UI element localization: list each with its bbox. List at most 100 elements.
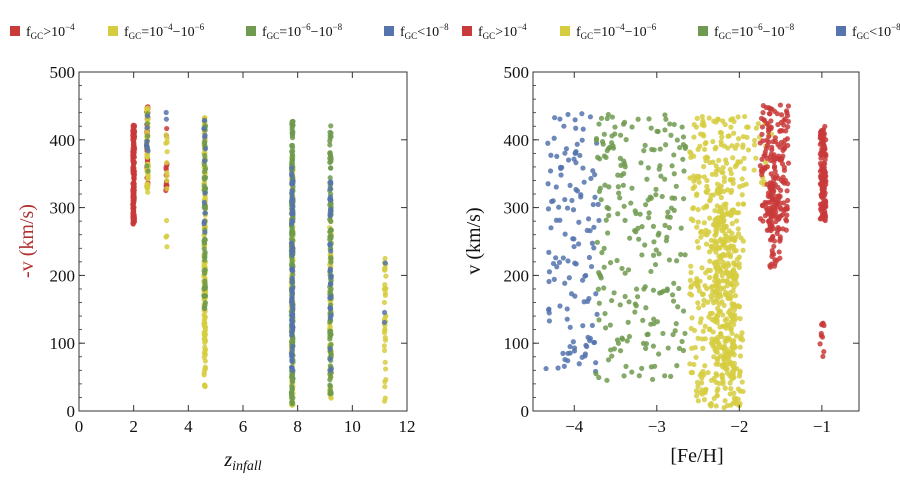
right-point-vlow — [564, 205, 571, 211]
right-point-low — [677, 144, 683, 151]
left-point-low — [328, 123, 334, 129]
right-point-mid — [730, 155, 736, 161]
left-point-vlow — [328, 248, 334, 254]
right-point-low — [633, 286, 640, 292]
right-point-low — [593, 371, 599, 377]
left-point-vlow — [201, 126, 207, 132]
right-point-low — [656, 251, 662, 257]
right-point-mid — [719, 134, 725, 140]
right-point-high — [821, 349, 827, 355]
right-point-high — [819, 166, 825, 172]
right-point-mid — [720, 165, 726, 171]
right-point-low — [622, 217, 628, 223]
right-point-low — [669, 195, 675, 201]
right-point-mid — [737, 344, 743, 350]
right-point-low — [598, 275, 604, 281]
right-point-mid — [705, 299, 711, 305]
right-point-vlow — [560, 350, 566, 356]
right-point-mid — [738, 235, 744, 241]
right-point-mid — [722, 364, 728, 370]
right-point-low — [662, 176, 668, 182]
right-point-mid — [703, 188, 709, 195]
left-y-tick-label: 500 — [50, 63, 76, 82]
left-point-vlow — [328, 179, 334, 185]
right-point-mid — [723, 205, 729, 211]
right-point-mid — [737, 316, 743, 322]
left-y-tick-label: 200 — [50, 266, 76, 285]
right-point-low — [660, 330, 666, 337]
left-point-low — [202, 176, 208, 182]
left-axis-ticks: 0 100 200 300 400 500 0 2 4 6 8 10 12 — [50, 63, 416, 436]
right-point-low — [641, 148, 647, 154]
right-point-mid — [739, 192, 745, 198]
left-point-low — [288, 236, 295, 242]
left-point-vlow — [328, 206, 334, 213]
right-point-mid — [688, 284, 694, 290]
right-point-mid — [702, 323, 708, 329]
right-point-mid — [723, 234, 729, 240]
right-point-low — [633, 303, 639, 309]
right-point-high — [765, 128, 772, 135]
right-point-low — [596, 300, 602, 306]
right-point-mid — [727, 166, 733, 173]
right-point-mid — [737, 184, 743, 190]
right-point-mid — [696, 305, 702, 311]
left-point-low — [289, 127, 295, 133]
left-y-tick-label: 0 — [67, 402, 76, 421]
right-point-mid — [731, 337, 737, 344]
left-point-low — [201, 169, 208, 175]
right-point-vlow — [590, 168, 596, 174]
right-point-high — [817, 341, 823, 347]
left-point-high — [131, 134, 138, 140]
left-point-vlow — [145, 148, 151, 154]
right-point-high — [773, 209, 779, 215]
right-point-vlow — [543, 365, 549, 372]
left-point-mid — [382, 328, 388, 334]
right-point-mid — [723, 160, 730, 166]
right-point-high — [773, 194, 779, 200]
right-point-vlow — [579, 137, 585, 143]
right-plot-frame — [532, 71, 860, 412]
left-point-vlow — [327, 268, 333, 274]
right-point-mid — [695, 219, 701, 225]
right-point-low — [681, 196, 687, 202]
right-point-low — [674, 363, 680, 369]
right-point-vlow — [588, 175, 594, 182]
left-point-vlow — [289, 324, 296, 330]
right-point-mid — [731, 284, 737, 290]
left-point-mid — [201, 331, 207, 337]
right-point-low — [626, 299, 632, 305]
right-point-mid — [721, 252, 728, 259]
right-point-mid — [698, 316, 704, 322]
right-point-high — [775, 121, 781, 128]
right-point-high — [777, 255, 783, 261]
right-point-low — [617, 302, 623, 308]
left-point-vlow — [289, 295, 295, 301]
right-point-high — [781, 200, 787, 206]
right-point-low — [615, 211, 621, 217]
left-point-vlow — [382, 260, 388, 266]
right-point-high — [819, 321, 825, 327]
left-x-tick-label: 10 — [344, 417, 361, 436]
right-point-mid — [710, 329, 716, 335]
left-point-low — [327, 330, 333, 336]
right-point-vlow — [564, 306, 570, 312]
right-point-mid — [732, 317, 738, 323]
right-point-high — [763, 145, 770, 152]
right-point-mid — [730, 180, 736, 186]
right-point-low — [678, 225, 684, 231]
right-point-low — [650, 343, 657, 349]
right-point-low — [595, 286, 601, 292]
legend-swatch-vlow — [384, 26, 394, 36]
right-point-high — [763, 204, 769, 211]
right-point-mid — [705, 369, 711, 376]
right-point-low — [609, 297, 615, 304]
left-point-mid — [382, 366, 389, 372]
left-point-low — [202, 152, 208, 159]
right-point-mid — [711, 395, 717, 402]
left-point-mid — [383, 285, 389, 292]
right-point-low — [657, 146, 663, 152]
right-point-high — [757, 216, 764, 222]
right-point-low — [670, 331, 676, 338]
legend-label-vlow: fGC<10−8 — [852, 22, 900, 41]
